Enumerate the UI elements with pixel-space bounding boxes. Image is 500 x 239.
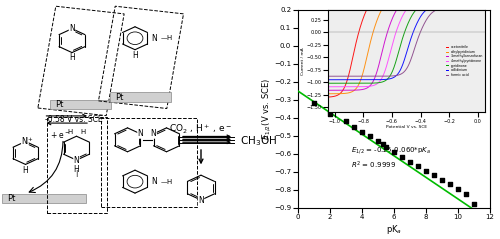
Text: N: N	[74, 156, 80, 165]
Text: H: H	[69, 53, 75, 62]
Text: +: +	[28, 137, 32, 141]
Point	[438, 178, 446, 182]
Point	[446, 183, 454, 186]
Text: + e$^-$: + e$^-$	[50, 130, 70, 140]
Text: N: N	[152, 177, 157, 186]
Text: H: H	[22, 166, 28, 175]
Text: CH$_3$OH: CH$_3$OH	[240, 134, 277, 148]
Point	[462, 192, 470, 196]
Y-axis label: Current / mA: Current / mA	[301, 47, 305, 75]
Point	[382, 145, 390, 148]
Text: $R^2$ = 0.9999: $R^2$ = 0.9999	[352, 159, 397, 171]
Point	[350, 125, 358, 129]
Point	[374, 139, 382, 143]
Text: N: N	[69, 24, 75, 33]
Bar	[50, 100, 111, 109]
X-axis label: Potential V vs. SCE: Potential V vs. SCE	[386, 125, 427, 129]
Text: N: N	[150, 129, 156, 138]
Point	[326, 112, 334, 116]
Point	[414, 164, 422, 168]
Text: -0.58 V vs. SCE: -0.58 V vs. SCE	[45, 115, 102, 124]
Text: $E_{1/2}$ = -0.25-0.060*p$K_a$: $E_{1/2}$ = -0.25-0.060*p$K_a$	[352, 146, 432, 156]
Point	[422, 169, 430, 173]
Bar	[2, 194, 86, 203]
Text: N: N	[138, 129, 143, 138]
Text: H: H	[80, 129, 86, 135]
Text: N: N	[198, 196, 204, 205]
Text: |: |	[76, 170, 78, 178]
Point	[406, 160, 414, 164]
Text: N: N	[22, 137, 27, 146]
Point	[342, 120, 349, 123]
Point	[358, 130, 366, 134]
Point	[454, 187, 462, 191]
Point	[310, 101, 318, 105]
Point	[430, 174, 438, 177]
Text: N: N	[22, 137, 28, 146]
Point	[390, 150, 398, 154]
Bar	[110, 92, 171, 102]
Text: Pt: Pt	[55, 100, 64, 109]
Text: CO$_2$ , H$^+$ , e$^-$: CO$_2$ , H$^+$ , e$^-$	[170, 122, 232, 136]
Point	[398, 156, 406, 159]
Point	[470, 202, 478, 206]
Text: H: H	[132, 51, 138, 60]
Text: Pt: Pt	[115, 92, 124, 102]
Legend: acetonitrile, ethylpyridinium, 3-methylbenzofuran, 4-methylpyridinone, pyridinon: acetonitrile, ethylpyridinium, 3-methylb…	[446, 45, 484, 77]
Point	[366, 134, 374, 138]
Text: —H: —H	[160, 35, 173, 41]
Point	[378, 142, 386, 146]
Text: Pt: Pt	[7, 194, 16, 203]
Text: N: N	[152, 34, 157, 43]
Text: H: H	[74, 165, 80, 174]
Text: —H: —H	[161, 179, 173, 185]
Text: H: H	[68, 129, 72, 135]
X-axis label: pK$_a$: pK$_a$	[386, 223, 402, 236]
Y-axis label: $E_{1/2}$(V vs. SCE): $E_{1/2}$(V vs. SCE)	[260, 78, 272, 140]
